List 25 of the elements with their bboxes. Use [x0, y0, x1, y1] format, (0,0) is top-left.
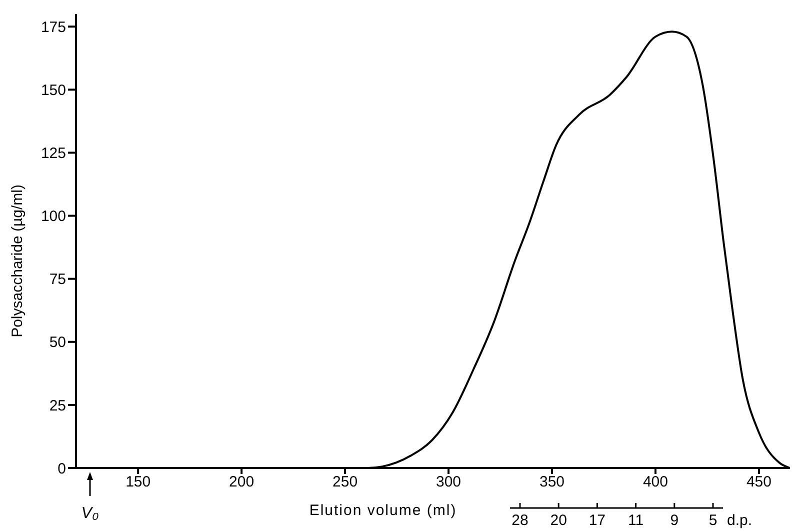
x-tick-label: 350: [539, 474, 565, 491]
y-axis-title: Polysaccharide (µg/ml): [9, 184, 26, 338]
y-tick-label: 25: [49, 397, 66, 414]
text: d.p.: [727, 512, 752, 529]
x-tick-label: 150: [126, 474, 151, 491]
text: 9: [670, 512, 679, 529]
y-tick-label: 150: [40, 82, 66, 99]
x-tick-label: 250: [332, 474, 358, 491]
y-tick-label: 0: [58, 460, 66, 478]
x-tick-label: 400: [642, 474, 668, 491]
x-tick-label: 450: [746, 474, 772, 491]
text: V₀: [81, 505, 99, 522]
text: 5: [708, 512, 718, 529]
x-axis-title: Elution volume (ml): [309, 502, 457, 519]
text: 20: [550, 512, 567, 529]
text: 11: [628, 512, 644, 529]
x-tick-label: 300: [436, 474, 462, 491]
y-tick-label: 50: [49, 334, 66, 352]
y-tick-label: 175: [40, 18, 66, 36]
text: 17: [588, 512, 606, 529]
y-tick-label: 75: [49, 271, 66, 288]
text: 28: [512, 512, 528, 529]
y-tick-label: 100: [40, 208, 66, 226]
x-tick-label: 200: [229, 474, 254, 491]
y-tick-label: 125: [40, 145, 66, 162]
